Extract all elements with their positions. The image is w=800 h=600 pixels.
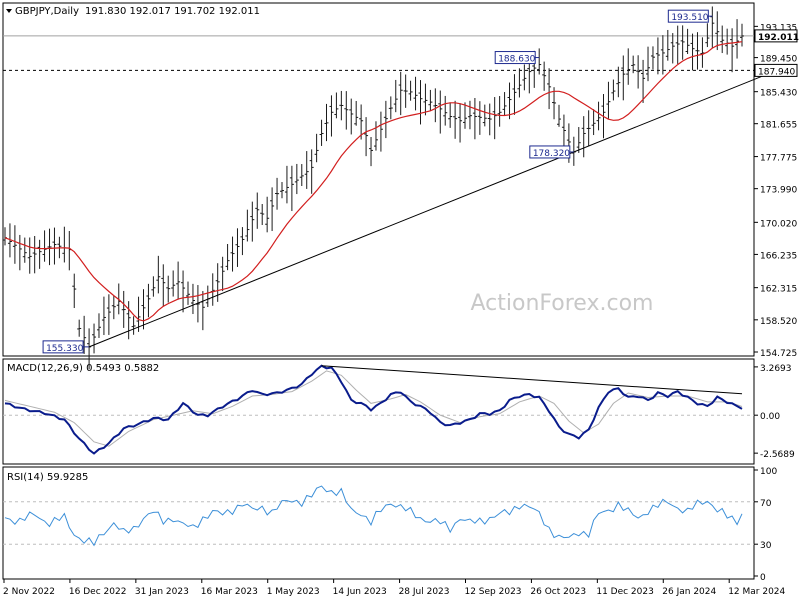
x-tick-label: 28 Jul 2023 (399, 587, 450, 597)
price-y-tick-label: 158.520 (760, 317, 797, 327)
price-y-tick-label: 162.315 (760, 285, 797, 295)
price-y-tick-label: 193.135 (760, 23, 797, 33)
price-y-tick-label: 166.235 (760, 251, 797, 261)
symbol-label: GBPJPY,Daily (15, 6, 79, 17)
price-y-tick-label: 177.775 (760, 154, 797, 164)
rsi-y-tick-label: 0 (760, 573, 766, 583)
rsi-label: RSI(14) 59.9285 (7, 472, 88, 483)
current-price-box (754, 29, 798, 43)
x-tick-label: 2 Nov 2022 (3, 587, 55, 597)
ohlc-label: 191.830 192.017 191.702 192.011 (85, 6, 260, 17)
rsi-panel-frame (2, 466, 755, 580)
macd-y-tick-label: -2.5689 (760, 450, 795, 460)
x-tick-label: 12 Sep 2023 (464, 587, 521, 597)
x-tick-label: 26 Oct 2023 (530, 587, 586, 597)
price-annotation-label: 155.330 (46, 344, 83, 354)
rsi-y-tick-label: 100 (760, 467, 777, 477)
macd-label: MACD(12,26,9) 0.5493 0.5882 (7, 363, 159, 374)
x-tick-label: 12 Mar 2024 (728, 587, 785, 597)
price-annotation-box (42, 340, 84, 354)
macd-layer (4, 364, 743, 455)
x-tick-label: 1 May 2023 (267, 587, 320, 597)
watermark: ActionForex.com (471, 291, 654, 316)
price-annotation-label: 178.320 (533, 149, 570, 159)
annotation-layer: 155.330 188.630 178.320 193.510 (42, 9, 713, 354)
price-annotation-box (494, 51, 536, 65)
rsi-line (4, 485, 743, 547)
grid-layer (3, 35, 754, 545)
price-annotation-box (667, 9, 709, 23)
macd-trendline (321, 365, 743, 395)
moving-average-layer (4, 41, 743, 322)
price-y-tick-label: 189.450 (760, 55, 797, 65)
price-bars-layer (3, 6, 744, 370)
macd-y-tick-label: 3.2693 (760, 364, 792, 374)
rsi-y-tick-label: 70 (760, 499, 772, 509)
price-annotation-label: 188.630 (498, 55, 535, 65)
rsi-layer (4, 485, 743, 547)
rsi-y-tick-label: 30 (760, 541, 772, 551)
price-y-tick-label: 185.430 (760, 89, 797, 99)
rising-trendline (88, 73, 767, 348)
price-y-tick-label: 181.655 (760, 121, 797, 131)
support-price-label: 187.940 (758, 67, 795, 77)
macd-panel-frame (2, 358, 755, 465)
trendline-layer (88, 73, 767, 348)
macd-signal-line (4, 370, 743, 447)
x-tick-label: 16 Mar 2023 (201, 587, 258, 597)
price-y-tick-label: 170.020 (760, 219, 797, 229)
price-y-tick-label: 173.990 (760, 186, 797, 196)
x-tick-label: 31 Jan 2023 (135, 587, 189, 597)
x-tick-label: 16 Dec 2022 (69, 587, 127, 597)
price-annotation-label: 193.510 (671, 13, 708, 23)
x-tick-label: 14 Jun 2023 (333, 587, 387, 597)
collapse-triangle-icon[interactable] (6, 9, 12, 13)
macd-y-tick-label: 0.00 (760, 412, 780, 422)
macd-line (4, 364, 743, 455)
x-tick-label: 26 Jan 2024 (662, 587, 716, 597)
axis-layer: 193.135 189.450 185.430 181.655 177.775 173.9… (3, 23, 799, 597)
x-tick-label: 11 Dec 2023 (596, 587, 654, 597)
support-price-box (754, 63, 798, 77)
current-price-label: 192.011 (758, 33, 799, 43)
price-annotation-box (529, 145, 571, 159)
moving-average-line (4, 41, 743, 322)
price-panel-frame (2, 2, 755, 357)
price-y-tick-label: 154.725 (760, 349, 797, 359)
